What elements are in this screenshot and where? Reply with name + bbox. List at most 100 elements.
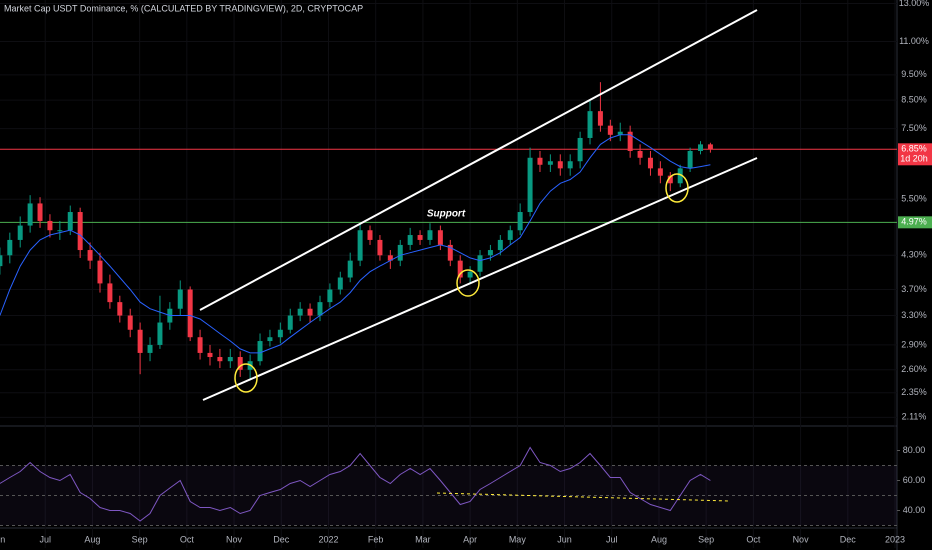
candle-body	[287, 315, 293, 330]
candle-body	[197, 337, 203, 353]
candle-body	[407, 235, 413, 245]
x-tick-label: Apr	[463, 534, 477, 544]
candle-body	[57, 230, 63, 232]
rsi-band	[0, 465, 897, 526]
annotation: Support	[427, 209, 466, 220]
candle-body	[397, 244, 403, 261]
candle-body	[607, 125, 613, 135]
x-tick-label: Jul	[39, 534, 51, 544]
highlight-circle	[234, 363, 258, 393]
price-label-bg	[898, 143, 932, 166]
x-tick-label: May	[509, 534, 527, 544]
candle-body	[257, 341, 263, 362]
y-tick-label: 5.50%	[901, 194, 927, 204]
rsi-tick-label: 40.00	[903, 505, 926, 515]
y-tick-label: 11.00%	[899, 36, 929, 46]
candle-body	[497, 239, 503, 251]
moving-average	[0, 134, 711, 354]
y-tick-label: 2.11%	[902, 412, 927, 422]
candle-body	[77, 212, 83, 251]
channel-lower	[202, 157, 758, 401]
candle-body	[17, 225, 23, 240]
candle-body	[587, 111, 593, 138]
candle-body	[277, 329, 283, 338]
candle-body	[507, 230, 513, 240]
candle-body	[67, 212, 73, 231]
x-tick-label: Mar	[415, 534, 431, 544]
candle-body	[37, 203, 43, 221]
rsi-tick-label: 60.00	[903, 475, 926, 485]
x-tick-label: Dec	[840, 534, 857, 544]
candle-body	[657, 168, 663, 176]
x-tick-label: Jul	[606, 534, 618, 544]
x-tick-label: Jun	[0, 534, 5, 544]
candle-body	[467, 271, 473, 278]
y-tick-label: 13.00%	[899, 0, 930, 8]
candle-body	[367, 230, 373, 240]
candle-body	[527, 157, 533, 213]
x-tick-label: Jun	[557, 534, 572, 544]
price-label-bg	[898, 216, 932, 229]
candle-body	[0, 255, 3, 267]
candle-body	[157, 322, 163, 345]
y-tick-label: 2.60%	[901, 364, 927, 374]
x-tick-label: Nov	[793, 534, 810, 544]
candle-body	[7, 239, 13, 256]
countdown: 1d 20h	[900, 154, 928, 164]
y-tick-label: 2.35%	[901, 387, 927, 397]
y-tick-label: 3.70%	[901, 284, 927, 294]
candle-body	[137, 329, 143, 353]
x-tick-label: Oct	[180, 534, 195, 544]
candle-body	[557, 161, 563, 169]
candle-body	[707, 144, 713, 150]
candle-body	[117, 302, 123, 316]
candle-body	[647, 157, 653, 169]
candle-body	[667, 175, 673, 184]
candle-body	[107, 283, 113, 303]
candle-body	[357, 230, 363, 261]
x-tick-label: Aug	[84, 534, 100, 544]
candle-body	[597, 111, 603, 126]
x-tick-label: 2023	[885, 534, 905, 544]
x-tick-label: Feb	[368, 534, 384, 544]
candle-body	[127, 315, 133, 330]
x-tick-label: Aug	[651, 534, 667, 544]
candle-body	[87, 250, 93, 261]
price-label: 4.97%	[901, 217, 927, 227]
candle-body	[337, 277, 343, 290]
candle-body	[187, 289, 193, 338]
candle-body	[577, 137, 583, 162]
candle-body	[347, 260, 353, 278]
channel-upper	[199, 9, 758, 311]
x-tick-label: Oct	[746, 534, 761, 544]
candle-body	[267, 337, 273, 342]
y-tick-label: 8.50%	[901, 95, 927, 105]
candle-body	[27, 203, 33, 226]
chart-title: Market Cap USDT Dominance, % (CALCULATED…	[4, 3, 363, 13]
candle-body	[377, 239, 383, 256]
candle-body	[447, 244, 453, 261]
x-tick-label: Sep	[698, 534, 714, 544]
candle-body	[637, 150, 643, 158]
candle-body	[487, 250, 493, 256]
candle-body	[327, 289, 333, 303]
candle-body	[237, 357, 243, 370]
rsi-trendline	[436, 492, 731, 502]
x-tick-label: Nov	[226, 534, 243, 544]
candle-body	[677, 168, 683, 184]
candle-body	[317, 302, 323, 316]
x-tick-label: 2022	[318, 534, 338, 544]
y-tick-label: 9.50%	[901, 69, 927, 79]
candle-body	[227, 357, 233, 362]
x-tick-label: Sep	[132, 534, 148, 544]
rsi-tick-label: 80.00	[903, 445, 926, 455]
candle-body	[627, 131, 633, 151]
y-tick-label: 3.30%	[901, 310, 927, 320]
candle-body	[217, 357, 223, 362]
y-tick-label: 7.50%	[901, 123, 927, 133]
y-tick-label: 4.30%	[901, 250, 927, 260]
candle-body	[47, 220, 53, 231]
candle-body	[177, 289, 183, 309]
